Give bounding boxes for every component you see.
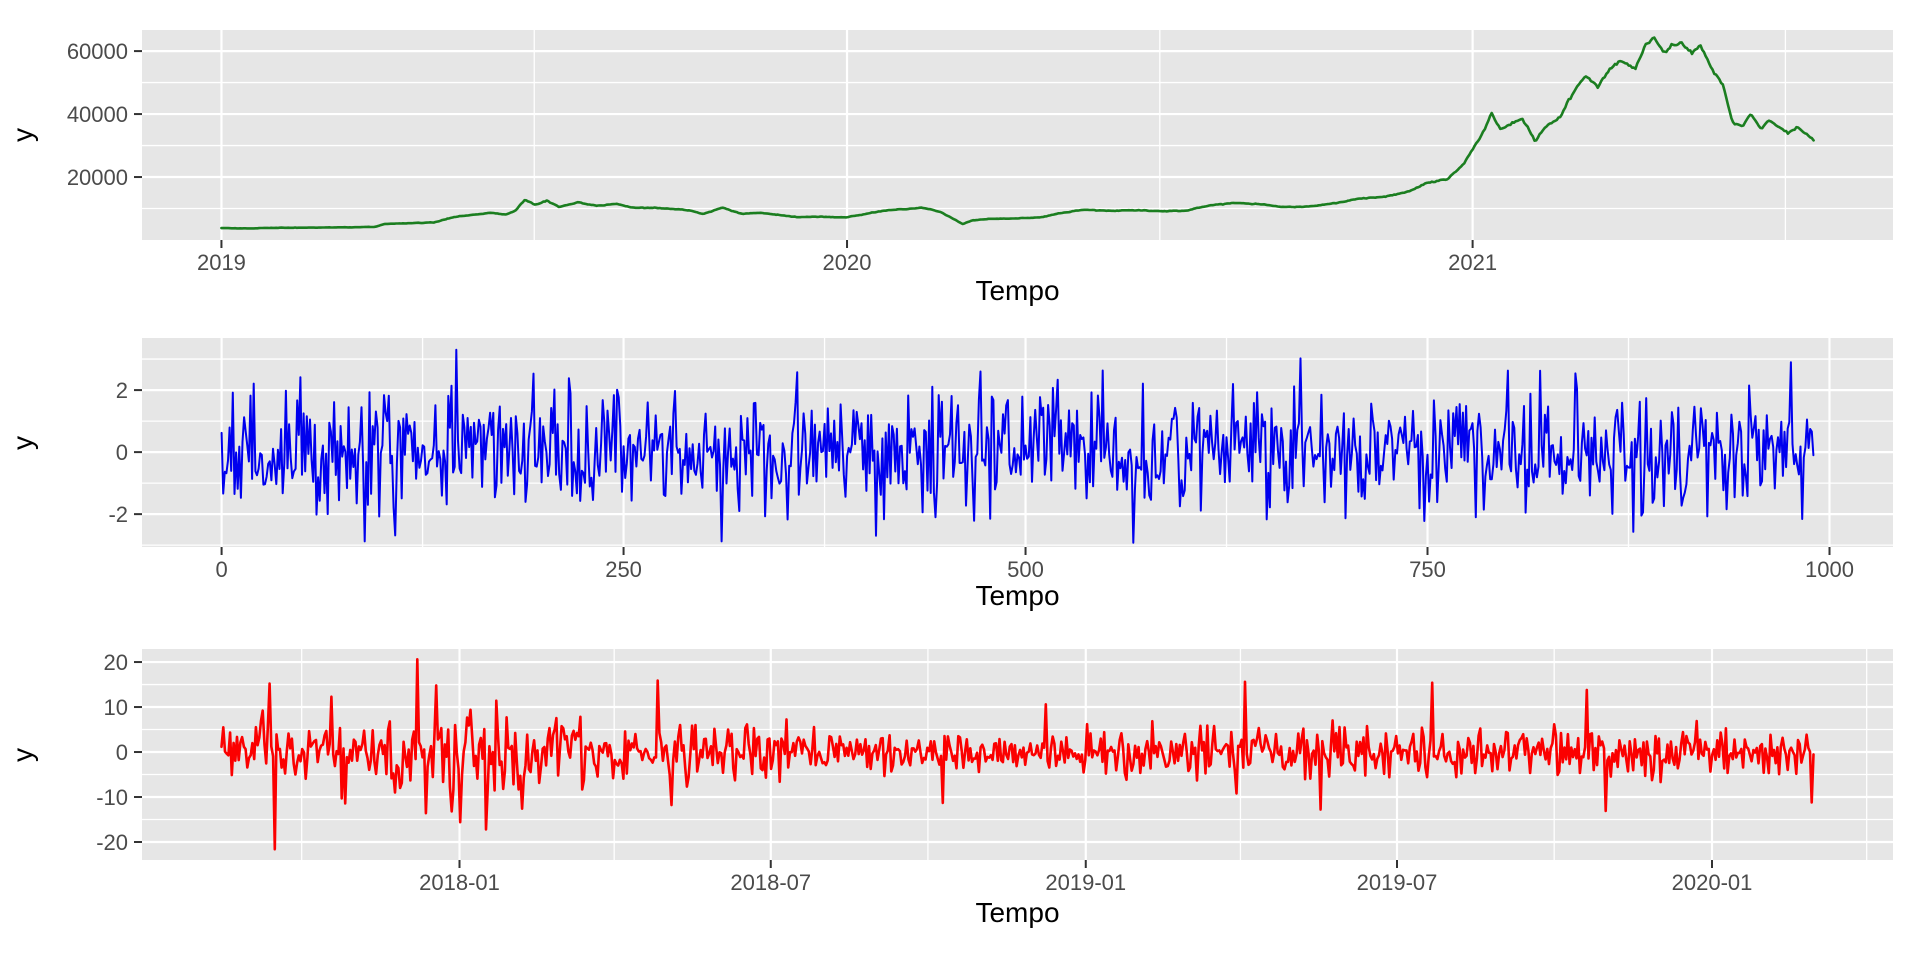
y-tick-label: 60000 bbox=[67, 39, 128, 64]
noise-chart-canvas: 0 250 500 750 1000 -2 0 2 Tempo y bbox=[7, 338, 1893, 611]
x-tick-label: 1000 bbox=[1805, 557, 1854, 582]
x-tick-label: 750 bbox=[1409, 557, 1446, 582]
y-axis-title: y bbox=[7, 128, 38, 142]
x-axis-title: Tempo bbox=[975, 897, 1059, 928]
price-chart-canvas: 2019 2020 2021 20000 40000 60000 Tempo y bbox=[7, 30, 1893, 306]
tick-marks bbox=[134, 389, 1831, 555]
tick-labels: 2018-01 2018-07 2019-01 2019-07 2020-01 -20 -1… bbox=[96, 650, 1752, 895]
noise-chart-figure: 0 250 500 750 1000 -2 0 2 Tempo y bbox=[0, 310, 1920, 617]
y-tick-label: 40000 bbox=[67, 102, 128, 127]
x-axis-title: Tempo bbox=[975, 275, 1059, 306]
y-tick-label: 20000 bbox=[67, 165, 128, 190]
returns-chart-canvas: 2018-01 2018-07 2019-01 2019-07 2020-01 -20 -1… bbox=[7, 649, 1893, 928]
x-tick-label: 2019 bbox=[197, 250, 246, 275]
y-tick-label: -20 bbox=[96, 830, 128, 855]
plot-area: 0 250 500 750 1000 -2 0 2 bbox=[108, 338, 1893, 582]
plot-panel bbox=[142, 30, 1893, 240]
tick-labels: 2019 2020 2021 20000 40000 60000 bbox=[67, 39, 1497, 275]
tick-labels: 0 250 500 750 1000 -2 0 2 bbox=[108, 378, 1854, 582]
price-chart-figure: 2019 2020 2021 20000 40000 60000 Tempo y bbox=[0, 0, 1920, 310]
x-axis-title: Tempo bbox=[975, 580, 1059, 611]
y-tick-label: -10 bbox=[96, 785, 128, 810]
y-tick-label: 2 bbox=[116, 378, 128, 403]
daily-returns-chart-line bbox=[220, 658, 1815, 851]
white-noise-chart-line bbox=[220, 348, 1815, 544]
y-axis-title: y bbox=[7, 436, 38, 450]
y-tick-label: 20 bbox=[104, 650, 128, 675]
x-tick-label: 500 bbox=[1007, 557, 1044, 582]
tick-marks bbox=[134, 50, 1474, 248]
x-tick-label: 2018-07 bbox=[730, 870, 811, 895]
x-tick-label: 2018-01 bbox=[419, 870, 500, 895]
x-tick-label: 2019-07 bbox=[1357, 870, 1438, 895]
plot-area: 2018-01 2018-07 2019-01 2019-07 2020-01 -20 -1… bbox=[96, 649, 1893, 895]
y-tick-label: 10 bbox=[104, 695, 128, 720]
y-tick-label: 0 bbox=[116, 740, 128, 765]
plot-area: 2019 2020 2021 20000 40000 60000 bbox=[67, 30, 1893, 275]
y-tick-label: 0 bbox=[116, 440, 128, 465]
y-tick-label: -2 bbox=[108, 502, 128, 527]
y-axis-title: y bbox=[7, 748, 38, 762]
x-tick-label: 2020 bbox=[823, 250, 872, 275]
x-tick-label: 250 bbox=[605, 557, 642, 582]
tick-marks bbox=[134, 661, 1714, 868]
x-tick-label: 2019-01 bbox=[1045, 870, 1126, 895]
price-series-chart-line bbox=[220, 36, 1815, 230]
x-tick-label: 2021 bbox=[1448, 250, 1497, 275]
x-tick-label: 2020-01 bbox=[1672, 870, 1753, 895]
gridlines bbox=[142, 30, 1893, 240]
x-tick-label: 0 bbox=[215, 557, 227, 582]
returns-chart-figure: 2018-01 2018-07 2019-01 2019-07 2020-01 -20 -1… bbox=[0, 617, 1920, 960]
